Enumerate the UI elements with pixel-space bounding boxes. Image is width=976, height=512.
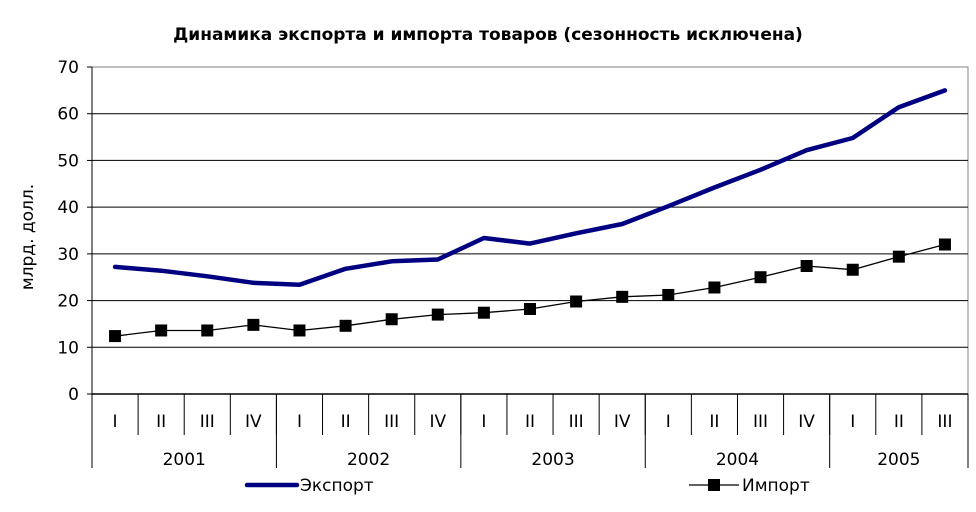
y-tick-label: 60 [57,105,79,125]
quarter-label: I [850,412,855,432]
quarter-label: III [200,412,215,432]
quarter-label: I [481,412,486,432]
quarter-label: II [341,412,351,432]
series-lines [109,88,951,343]
y-axis-ticks: 0 10 20 30 40 50 60 70 [57,58,93,405]
year-label: 2003 [531,450,574,470]
legend-marker-import [708,479,720,491]
data-point-marker [938,238,951,251]
quarter-label: II [525,412,535,432]
data-point-marker [477,306,490,319]
quarter-label: II [156,412,166,432]
data-point-marker [339,319,352,332]
data-point-marker [293,324,306,337]
quarter-label: II [894,412,904,432]
series-line-0 [112,88,948,287]
y-tick-label: 10 [57,338,79,358]
plot-area [91,66,969,395]
data-point-marker [431,308,444,321]
y-tick-label: 30 [57,245,79,265]
year-label: 2004 [716,450,759,470]
quarter-label: III [753,412,768,432]
quarter-label: I [666,412,671,432]
y-tick-label: 20 [57,292,79,312]
y-tick-label: 0 [68,385,79,405]
data-point-marker [201,324,214,337]
data-point-marker [800,260,813,273]
quarter-label: III [569,412,584,432]
data-point-marker [708,281,721,294]
chart-title: Динамика экспорта и импорта товаров (сез… [173,25,803,45]
quarter-label: I [297,412,302,432]
y-axis-label: млрд. долл. [18,184,38,290]
year-label: 2005 [877,450,920,470]
data-point-marker [385,313,398,326]
quarter-label: IV [614,412,631,432]
data-point-marker [662,288,675,301]
data-point-marker [524,302,536,315]
quarter-label: III [384,412,399,432]
y-tick-label: 40 [57,198,79,218]
quarter-label: IV [429,412,446,432]
year-label: 2002 [347,450,390,470]
legend: Экспорт Импорт [244,476,810,496]
data-point-marker [846,263,859,276]
quarter-label: I [113,412,118,432]
quarter-label: IV [798,412,815,432]
year-label: 2001 [163,450,206,470]
data-point-marker [109,330,122,343]
data-point-marker [892,250,905,263]
gridlines [92,113,968,348]
data-point-marker [247,318,260,331]
data-point-marker [570,295,583,308]
series-line-1 [114,243,946,337]
y-tick-label: 50 [57,151,79,171]
x-axis: I II III IV I II III IV I II III IV I II III IV I II III20… [91,393,969,470]
quarter-label: III [937,412,952,432]
data-point-marker [155,324,168,337]
data-point-marker [616,290,629,303]
quarter-label: II [709,412,719,432]
quarter-label: IV [245,412,262,432]
data-point-marker [754,271,767,284]
y-tick-label: 70 [57,58,79,78]
legend-label-export: Экспорт [300,476,374,496]
legend-label-import: Импорт [742,476,810,496]
